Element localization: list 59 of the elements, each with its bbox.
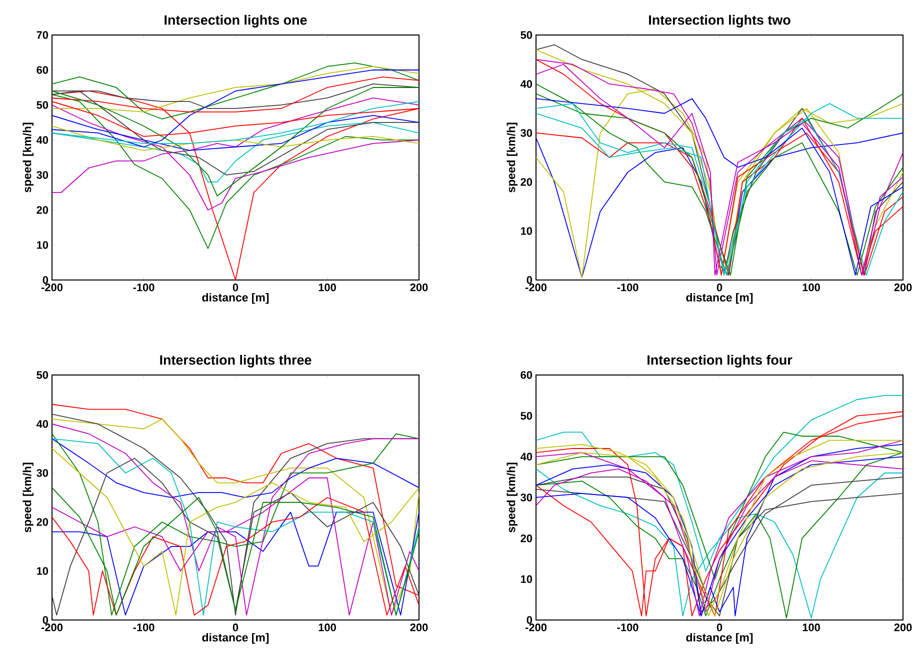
x-tick-label: 200 [894,624,912,632]
x-tick-label: 0 [232,284,238,292]
y-tick-label: 40 [520,80,532,88]
y-axis-title: speed [km/h] [506,462,518,532]
x-tick-label: -100 [617,284,638,292]
x-tick-label: 100 [802,624,820,632]
x-axis-title: distance [m] [202,293,269,304]
y-tick-label: 50 [36,101,48,109]
x-tick-label: -100 [133,624,154,632]
x-tick-label: 200 [894,284,912,292]
y-tick-label: 40 [36,420,48,428]
y-tick-label: 30 [36,469,48,477]
y-tick-label: 50 [520,31,532,39]
x-tick-label: 0 [716,624,722,632]
y-tick-label: 20 [36,206,48,214]
y-tick-label: 0 [42,276,48,284]
y-tick-label: 40 [36,136,48,144]
chart-title: Intersection lights two [649,14,790,28]
y-axis-title: speed [km/h] [22,122,34,192]
x-axis-title: distance [m] [686,293,753,304]
x-tick-label: 100 [318,624,336,632]
y-tick-label: 60 [36,66,48,74]
y-tick-label: 0 [526,276,532,284]
x-axis-title: distance [m] [202,633,269,644]
x-tick-label: -200 [525,284,547,292]
y-tick-label: 0 [526,616,532,624]
y-tick-label: 30 [36,171,48,179]
y-tick-label: 50 [520,412,532,420]
x-tick-label: -200 [41,624,63,632]
x-tick-label: 200 [410,624,428,632]
y-tick-label: 10 [36,567,48,575]
y-tick-label: 20 [520,178,532,186]
y-tick-label: 0 [42,616,48,624]
y-tick-label: 30 [520,494,532,502]
y-tick-label: 10 [36,241,48,249]
x-tick-label: 0 [232,624,238,632]
y-tick-label: 60 [520,371,532,379]
x-tick-label: 100 [802,284,820,292]
y-tick-label: 10 [520,227,532,235]
x-axis-title: distance [m] [686,633,753,644]
y-axis-title: speed [km/h] [506,122,518,192]
x-tick-label: -200 [525,624,547,632]
x-tick-label: -100 [617,624,638,632]
y-tick-label: 40 [520,452,532,461]
y-tick-label: 20 [36,518,48,526]
y-axis-title: speed [km/h] [22,462,34,532]
y-tick-label: 70 [36,31,48,39]
y-tick-label: 10 [520,575,532,584]
chart-title: Intersection lights three [160,354,312,368]
x-tick-label: -100 [133,284,154,292]
chart-title: Intersection lights one [164,14,307,28]
y-tick-label: 30 [520,129,532,137]
chart-title: Intersection lights four [648,354,792,368]
x-tick-label: 200 [410,284,428,292]
y-tick-label: 50 [36,371,48,379]
x-tick-label: 0 [716,284,722,292]
x-tick-label: 100 [318,284,336,292]
x-tick-label: -200 [41,284,63,292]
y-tick-label: 20 [520,534,532,542]
